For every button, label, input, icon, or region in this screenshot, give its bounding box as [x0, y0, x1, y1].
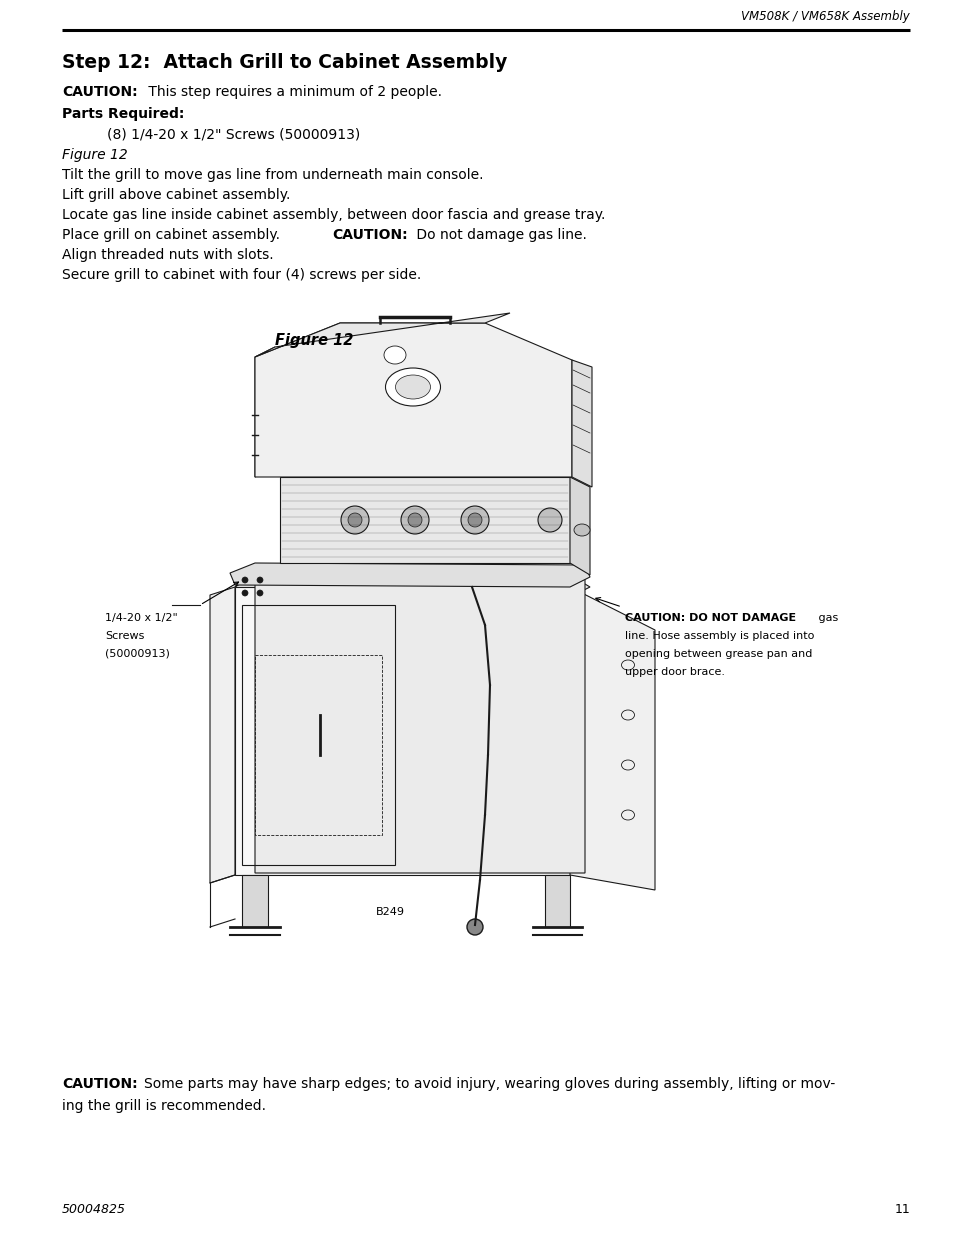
Text: B249: B249: [375, 906, 404, 918]
Circle shape: [460, 506, 489, 534]
Circle shape: [242, 590, 248, 597]
Ellipse shape: [385, 368, 440, 406]
Text: gas: gas: [814, 613, 838, 622]
Text: Tilt the grill to move gas line from underneath main console.: Tilt the grill to move gas line from und…: [62, 168, 483, 182]
Text: CAUTION: DO NOT DAMAGE: CAUTION: DO NOT DAMAGE: [624, 613, 796, 622]
Polygon shape: [544, 876, 569, 927]
Polygon shape: [242, 876, 268, 927]
Polygon shape: [569, 587, 655, 890]
Circle shape: [400, 506, 429, 534]
Text: Do not damage gas line.: Do not damage gas line.: [412, 228, 586, 242]
Polygon shape: [254, 324, 572, 477]
Polygon shape: [230, 563, 589, 587]
Polygon shape: [234, 587, 569, 876]
Polygon shape: [254, 347, 274, 477]
Polygon shape: [210, 587, 234, 883]
Circle shape: [256, 590, 263, 597]
Text: This step requires a minimum of 2 people.: This step requires a minimum of 2 people…: [144, 85, 441, 99]
Text: Figure 12: Figure 12: [62, 148, 128, 162]
Ellipse shape: [395, 375, 430, 399]
Circle shape: [468, 513, 481, 527]
Text: Locate gas line inside cabinet assembly, between door fascia and grease tray.: Locate gas line inside cabinet assembly,…: [62, 207, 605, 222]
Text: (50000913): (50000913): [105, 650, 170, 659]
Circle shape: [467, 919, 482, 935]
Text: CAUTION:: CAUTION:: [62, 1077, 137, 1091]
Polygon shape: [572, 359, 592, 487]
Text: CAUTION:: CAUTION:: [332, 228, 407, 242]
Text: 50004825: 50004825: [62, 1203, 126, 1216]
Circle shape: [408, 513, 421, 527]
Ellipse shape: [574, 524, 589, 536]
Polygon shape: [569, 477, 589, 576]
Text: 11: 11: [893, 1203, 909, 1216]
Text: ing the grill is recommended.: ing the grill is recommended.: [62, 1099, 266, 1113]
Circle shape: [242, 577, 248, 583]
Circle shape: [340, 506, 369, 534]
Text: Place grill on cabinet assembly.: Place grill on cabinet assembly.: [62, 228, 284, 242]
Polygon shape: [234, 576, 589, 597]
Text: (8) 1/4-20 x 1/2" Screws (50000913): (8) 1/4-20 x 1/2" Screws (50000913): [107, 127, 360, 141]
Text: Screws: Screws: [105, 631, 144, 641]
Text: Figure 12: Figure 12: [274, 333, 353, 348]
Text: Step 12:  Attach Grill to Cabinet Assembly: Step 12: Attach Grill to Cabinet Assembl…: [62, 53, 507, 72]
Text: Some parts may have sharp edges; to avoid injury, wearing gloves during assembly: Some parts may have sharp edges; to avoi…: [144, 1077, 835, 1091]
Text: CAUTION:: CAUTION:: [62, 85, 137, 99]
Polygon shape: [254, 312, 510, 357]
Text: opening between grease pan and: opening between grease pan and: [624, 650, 812, 659]
Text: Lift grill above cabinet assembly.: Lift grill above cabinet assembly.: [62, 188, 290, 203]
Polygon shape: [254, 576, 584, 873]
Text: Align threaded nuts with slots.: Align threaded nuts with slots.: [62, 248, 274, 262]
Circle shape: [348, 513, 361, 527]
Circle shape: [537, 508, 561, 532]
Text: VM508K / VM658K Assembly: VM508K / VM658K Assembly: [740, 10, 909, 23]
Text: Secure grill to cabinet with four (4) screws per side.: Secure grill to cabinet with four (4) sc…: [62, 268, 421, 282]
Text: Parts Required:: Parts Required:: [62, 107, 184, 121]
Text: upper door brace.: upper door brace.: [624, 667, 724, 677]
Ellipse shape: [384, 346, 406, 364]
Text: 1/4-20 x 1/2": 1/4-20 x 1/2": [105, 613, 177, 622]
Circle shape: [256, 577, 263, 583]
Text: line. Hose assembly is placed into: line. Hose assembly is placed into: [624, 631, 814, 641]
Polygon shape: [280, 477, 569, 563]
